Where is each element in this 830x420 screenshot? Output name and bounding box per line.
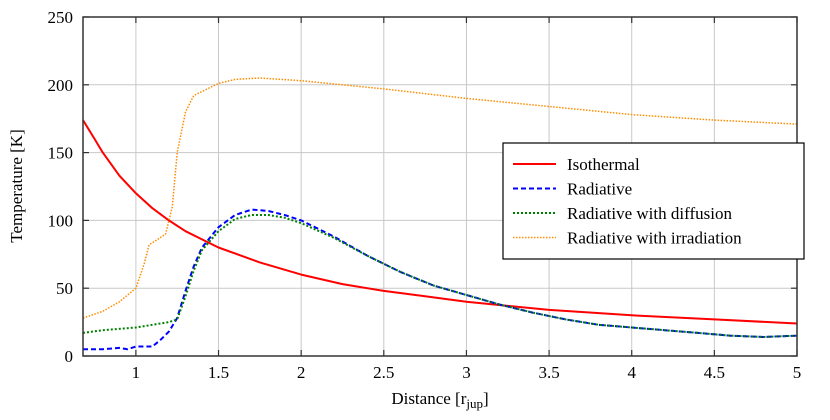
x-tick-label: 4.5: [704, 363, 725, 382]
y-axis-label: Temperature [K]: [7, 129, 26, 243]
x-tick-label: 4: [627, 363, 636, 382]
series-line-0: [82, 119, 798, 325]
y-tick-label: 50: [56, 279, 73, 298]
y-tick-label: 150: [48, 144, 74, 163]
legend-label: Radiative with diffusion: [567, 204, 732, 223]
legend-label: Isothermal: [567, 155, 640, 174]
legend-box: [502, 142, 805, 260]
y-tick-label: 200: [48, 76, 74, 95]
x-axis-label: Distance [rjup]: [391, 389, 488, 411]
series-lines: [82, 77, 798, 351]
x-tick-label: 1: [132, 363, 141, 382]
y-tick-label: 0: [65, 347, 74, 366]
y-tick-label: 250: [48, 8, 74, 27]
x-tick-label: 2: [297, 363, 306, 382]
x-tick-label: 5: [793, 363, 802, 382]
series-line-2: [82, 214, 798, 338]
x-tick-label: 3: [462, 363, 471, 382]
x-tick-label: 3.5: [538, 363, 559, 382]
x-tick-label: 1.5: [208, 363, 229, 382]
legend-label: Radiative with irradiation: [567, 229, 742, 248]
y-tick-label: 100: [48, 211, 74, 230]
legend: Isothermal Radiative Radiative with diffus…: [502, 142, 805, 260]
legend-label: Radiative: [567, 180, 632, 199]
x-tick-label: 2.5: [373, 363, 394, 382]
